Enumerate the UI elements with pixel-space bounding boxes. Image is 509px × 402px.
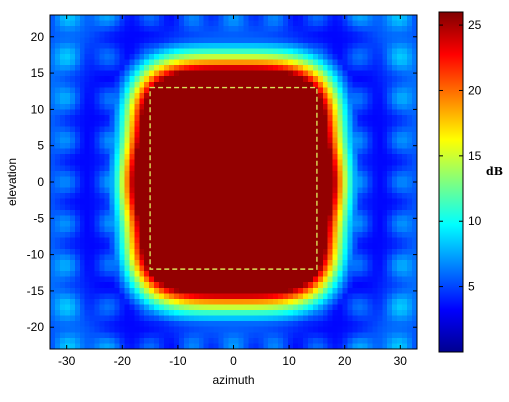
x-tick-label: 30	[394, 354, 408, 368]
y-tick-label: 5	[37, 139, 44, 153]
plot-area: -30 -20 -10 0 10 20 30 -20 -15 -10 -5 0 5 10 15 20 azi…	[5, 14, 418, 387]
colorbar-tick-label: 10	[468, 214, 482, 228]
colorbar-tick-label: 25	[468, 18, 482, 32]
colorbar-ticks: 5 10 15 20 25	[439, 18, 482, 294]
x-tick-label: 20	[338, 354, 352, 368]
x-axis: -30 -20 -10 0 10 20 30	[58, 15, 407, 368]
y-tick-label: -10	[27, 248, 45, 262]
colorbar-label: dB	[486, 165, 503, 178]
colorbar: 5 10 15 20 25 dB	[438, 11, 503, 353]
y-tick-label: 15	[31, 66, 45, 80]
y-tick-label: -15	[27, 284, 45, 298]
colorbar-tick-label: 20	[468, 83, 482, 97]
y-tick-label: 20	[31, 30, 45, 44]
dashed-region	[149, 86, 318, 270]
y-tick-label: -5	[33, 211, 44, 225]
heatmap-image	[50, 15, 417, 349]
x-tick-label: 10	[282, 354, 296, 368]
x-tick-label: -10	[169, 354, 187, 368]
y-tick-label: 10	[31, 102, 45, 116]
x-tick-label: -20	[114, 354, 132, 368]
colorbar-tick-label: 15	[468, 149, 482, 163]
colorbar-gradient	[438, 11, 464, 353]
x-axis-label: azimuth	[212, 373, 254, 387]
y-axis-label: elevation	[5, 158, 19, 206]
x-tick-label: -30	[58, 354, 76, 368]
y-tick-label: -20	[27, 320, 45, 334]
x-tick-label: 0	[230, 354, 237, 368]
y-axis: -20 -15 -10 -5 0 5 10 15 20	[27, 30, 417, 334]
y-tick-label: 0	[37, 175, 44, 189]
colorbar-tick-label: 5	[468, 280, 475, 294]
